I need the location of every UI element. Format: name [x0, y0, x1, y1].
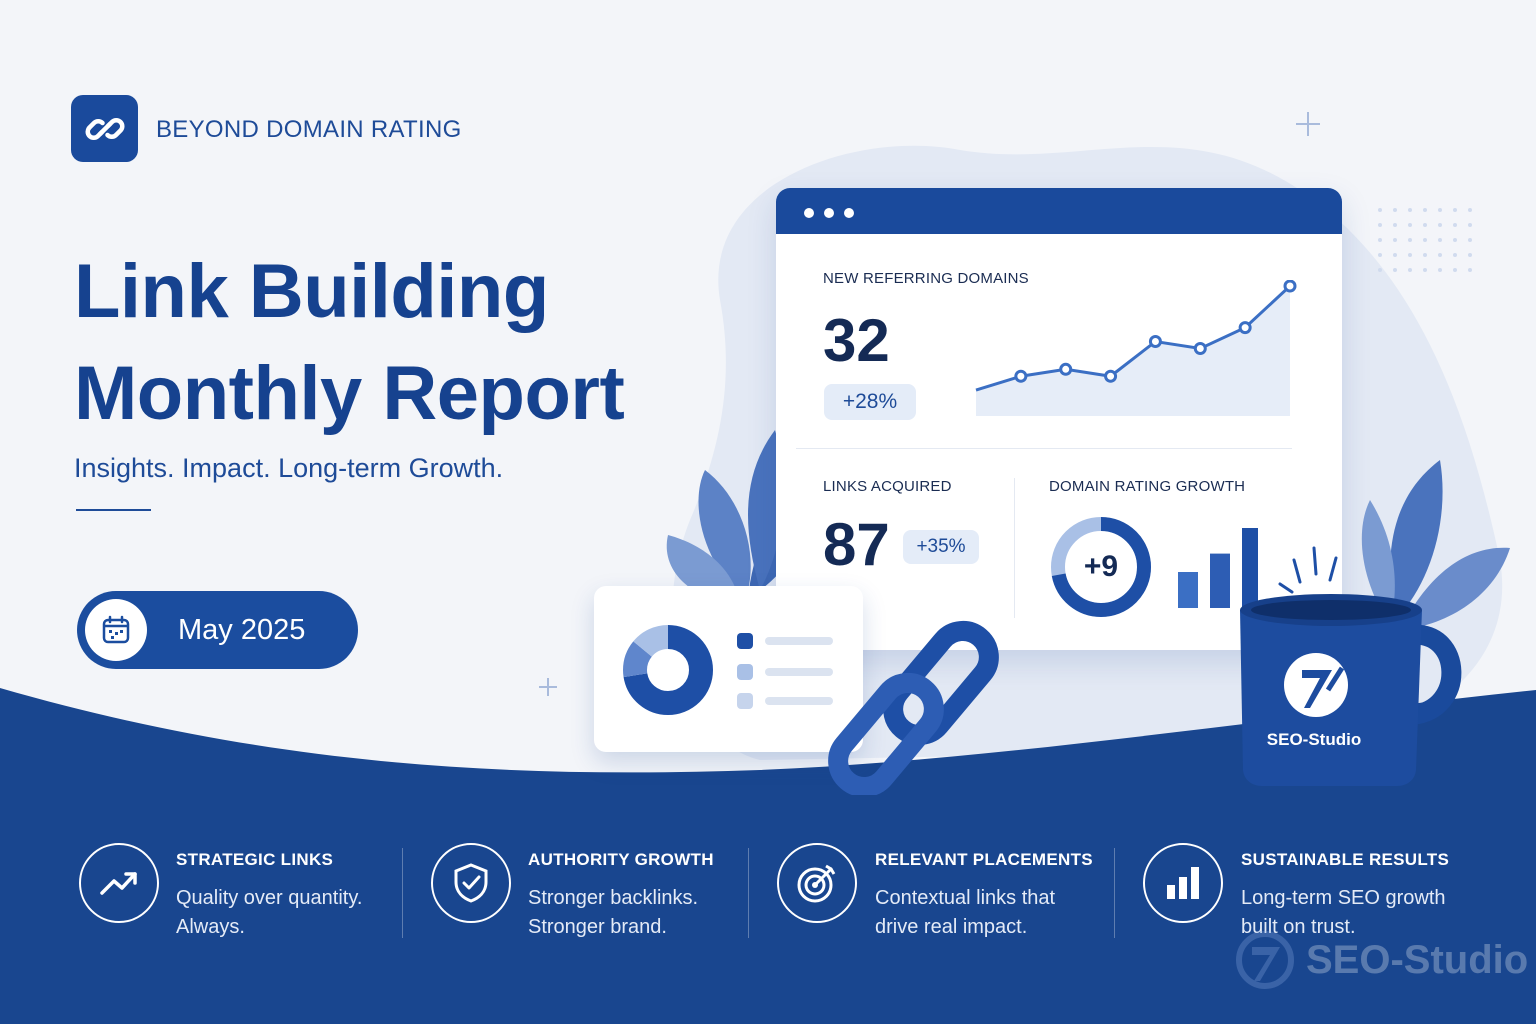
target-icon	[777, 843, 857, 923]
trend-point	[1104, 369, 1118, 383]
window-dot	[844, 208, 854, 218]
legend-marker	[737, 633, 753, 649]
feature-description: Contextual links that	[875, 887, 1056, 909]
divider	[76, 509, 151, 511]
tagline: Insights. Impact. Long-term Growth.	[74, 453, 504, 483]
brand-logo	[71, 95, 138, 162]
legend-marker	[737, 693, 753, 709]
dr-growth-value: +9	[1083, 550, 1119, 583]
dr-bar	[1242, 528, 1258, 608]
dr-bar	[1210, 553, 1230, 608]
mug-illustration	[1240, 546, 1462, 786]
new-referring-value: 32	[823, 307, 890, 374]
trend-point	[1014, 369, 1028, 383]
trend-point	[1238, 321, 1252, 335]
dr-bars	[1178, 528, 1258, 608]
feature-description: Quality over quantity.	[176, 887, 363, 909]
legend-marker	[737, 664, 753, 680]
shield-check-icon	[431, 843, 511, 923]
feature-description: built on trust.	[1241, 916, 1356, 938]
section-divider	[1014, 478, 1015, 618]
calendar-icon	[85, 599, 147, 661]
dr-ring-fill	[1051, 517, 1151, 617]
seo-studio-logo-icon	[1236, 931, 1294, 989]
dr-ring-chart	[1051, 517, 1151, 617]
links-acquired-label: LINKS ACQUIRED	[823, 478, 952, 495]
donut-chart	[623, 625, 713, 715]
legend-line	[765, 668, 833, 676]
feature-description: Stronger brand.	[528, 916, 667, 938]
chain-link-icon	[85, 117, 124, 140]
feature-title: STRATEGIC LINKS	[176, 850, 334, 869]
window-title-bar	[776, 188, 1342, 234]
section-divider	[796, 448, 1292, 449]
watermark: SEO-Studio	[1230, 925, 1528, 995]
brand-name: BEYOND DOMAIN RATING	[156, 116, 462, 143]
dashboard-window: NEW REFERRING DOMAINS 32 +28% LINKS ACQU…	[776, 188, 1342, 650]
date-badge: May 2025	[77, 591, 358, 669]
legend-line	[765, 637, 833, 645]
legend-line	[765, 697, 833, 705]
new-referring-change: +28%	[824, 384, 916, 420]
feature-separator	[1114, 848, 1115, 938]
links-acquired-value: 87	[823, 511, 890, 578]
feature-separator	[748, 848, 749, 938]
trend-up-icon	[79, 843, 159, 923]
report-title-line-2: Monthly Report	[74, 351, 625, 436]
trend-line	[975, 284, 1292, 392]
chain-illustration	[828, 620, 999, 795]
trend-point	[1148, 335, 1162, 349]
trend-point	[1059, 362, 1073, 376]
window-dot	[804, 208, 814, 218]
window-dot	[824, 208, 834, 218]
new-referring-label: NEW REFERRING DOMAINS	[823, 270, 1029, 287]
watermark-text: SEO-Studio	[1306, 937, 1529, 982]
feature-description: Long-term SEO growth	[1241, 887, 1446, 909]
links-acquired-change: +35%	[903, 530, 979, 564]
feature-title: RELEVANT PLACEMENTS	[875, 850, 1093, 869]
bar-chart-icon	[1143, 843, 1223, 923]
trend-area	[976, 286, 1290, 416]
feature-description: drive real impact.	[875, 916, 1028, 938]
feature-description: Stronger backlinks.	[528, 887, 699, 909]
donut-summary-card	[594, 586, 863, 752]
feature-description: Always.	[176, 916, 245, 938]
dr-growth-label: DOMAIN RATING GROWTH	[1049, 478, 1246, 495]
trend-point	[1193, 341, 1207, 355]
dr-bar	[1178, 572, 1198, 608]
mug-label: SEO-Studio	[1266, 730, 1362, 749]
report-date: May 2025	[178, 613, 306, 646]
trend-point	[1283, 280, 1297, 293]
feature-title: SUSTAINABLE RESULTS	[1241, 850, 1450, 869]
feature-separator	[402, 848, 403, 938]
report-title-line-1: Link Building	[74, 249, 549, 334]
feature-title: AUTHORITY GROWTH	[528, 850, 714, 869]
trend-line-chart	[975, 280, 1297, 416]
